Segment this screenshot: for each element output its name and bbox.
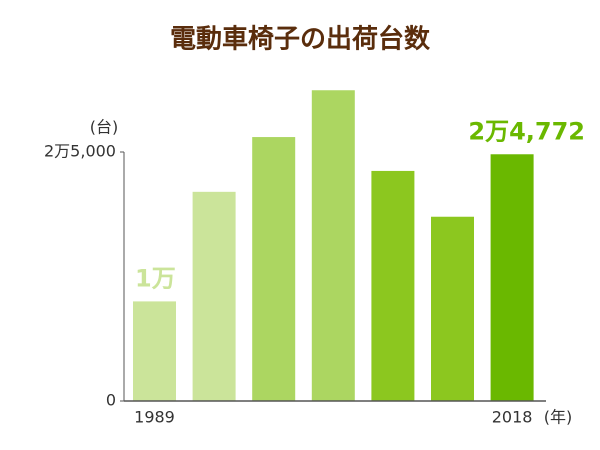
y-axis-label: (台): [90, 118, 119, 137]
bar: [192, 191, 236, 401]
x-tick-label: 1989: [134, 408, 175, 427]
x-tick-label: 2018: [492, 408, 533, 427]
value-label: 1万: [135, 264, 176, 292]
y-tick-label: 0: [106, 391, 116, 410]
bar: [311, 90, 355, 402]
y-tick-label: 2万5,000: [44, 142, 116, 161]
bar: [252, 137, 296, 401]
bar: [431, 216, 474, 401]
bar: [490, 154, 534, 401]
x-axis-label: (年): [544, 408, 573, 427]
value-label: 2万4,772: [468, 117, 585, 145]
bar: [371, 170, 415, 401]
chart-title: 電動車椅子の出荷台数: [170, 24, 431, 55]
bar: [133, 301, 176, 401]
